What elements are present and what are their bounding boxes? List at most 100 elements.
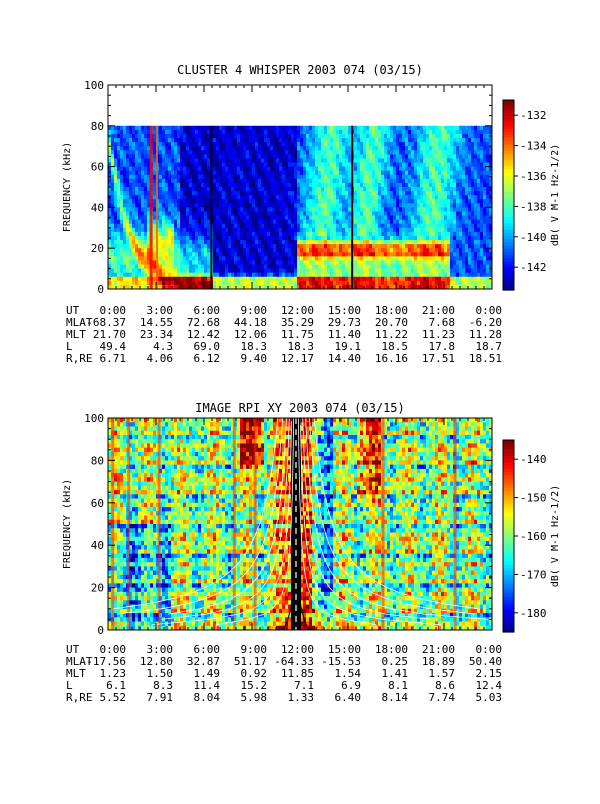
spectrogram-cell — [342, 219, 346, 225]
spectrogram-cell — [375, 138, 379, 143]
spectrogram-cell — [345, 211, 349, 217]
spectrogram-cell — [435, 195, 439, 200]
spectrogram-cell — [423, 268, 427, 274]
spectrogram-cell — [393, 231, 397, 237]
spectrogram-cell — [252, 129, 256, 135]
spectrogram-cell — [333, 260, 337, 266]
spectrogram-cell — [108, 207, 112, 212]
spectrogram-cell — [402, 219, 406, 225]
spectrogram-cell — [441, 252, 445, 257]
spectrogram-cell — [306, 170, 310, 176]
spectrogram-cell — [261, 211, 265, 217]
spectrogram-cell — [183, 166, 187, 172]
spectrogram-cell — [270, 252, 274, 257]
spectrogram-cell — [396, 260, 400, 266]
spectrogram-cell — [447, 129, 451, 135]
spectrogram-cell — [480, 129, 484, 135]
spectrogram-cell — [147, 129, 151, 135]
spectrogram-cell — [117, 215, 121, 221]
spectrogram-cell — [450, 154, 454, 159]
spectrogram-cell — [411, 146, 415, 151]
spectrogram-cell — [177, 211, 181, 217]
spectrogram-cell — [285, 211, 289, 217]
spectrogram-cell — [345, 146, 349, 151]
spectrogram-cell — [195, 146, 199, 151]
spectrogram-cell — [384, 187, 388, 192]
spectrogram-cell — [294, 166, 298, 172]
spectrogram-cell — [318, 235, 322, 241]
spectrogram-cell — [429, 129, 433, 135]
spectrogram-cell — [405, 199, 409, 204]
spectrogram-cell — [231, 199, 235, 204]
spectrogram-cell — [324, 260, 328, 266]
spectrogram-cell — [477, 264, 481, 270]
spectrogram-cell — [327, 260, 331, 266]
spectrogram-cell — [363, 166, 367, 172]
spectrogram-cell — [435, 138, 439, 143]
spectrogram-cell — [309, 191, 313, 196]
spectrogram-cell — [453, 215, 457, 221]
spectrogram-cell — [246, 256, 250, 261]
spectrogram-cell — [132, 187, 136, 192]
spectrogram-cell — [177, 227, 181, 233]
spectrogram-cell — [336, 272, 340, 278]
spectrogram-cell — [414, 276, 418, 282]
spectrogram-cell — [336, 158, 340, 164]
spectrogram-cell — [465, 231, 469, 237]
spectrogram-cell — [477, 244, 481, 249]
spectrogram-cell — [252, 174, 256, 180]
spectrogram-cell — [447, 133, 451, 139]
spectrogram-cell — [441, 215, 445, 221]
spectrogram-cell — [147, 264, 151, 270]
spectrogram-cell — [462, 138, 466, 143]
spectrogram-cell — [294, 284, 298, 290]
spectrogram-cell — [465, 215, 469, 221]
spectrogram-cell — [201, 166, 205, 172]
spectrogram-cell — [207, 248, 211, 253]
spectrogram-cell — [147, 150, 151, 155]
spectrogram-cell — [360, 174, 364, 180]
spectrogram-cell — [186, 158, 190, 164]
spectrogram-cell — [420, 191, 424, 196]
spectrogram-cell — [420, 195, 424, 200]
spectrogram-cell — [258, 207, 262, 212]
spectrogram-cell — [264, 154, 268, 159]
spectrogram-cell — [441, 170, 445, 176]
spectrogram-cell — [186, 219, 190, 225]
spectrogram-cell — [186, 272, 190, 278]
spectrogram-cell — [339, 182, 343, 188]
spectrogram-cell — [381, 199, 385, 204]
spectrogram-cell — [213, 158, 217, 164]
spectrogram-cell — [204, 182, 208, 188]
spectrogram-cell — [468, 256, 472, 261]
spectrogram-cell — [456, 150, 460, 155]
spectrogram-cell — [159, 199, 163, 204]
spectrogram-cell — [204, 240, 208, 245]
spectrogram-cell — [360, 240, 364, 245]
spectrogram-cell — [255, 195, 259, 200]
spectrogram-cell — [306, 129, 310, 135]
spectrogram-cell — [309, 125, 313, 131]
spectrogram-cell — [372, 191, 376, 196]
spectrogram-cell — [480, 235, 484, 241]
spectrogram-cell — [222, 146, 226, 151]
spectrogram-cell — [360, 215, 364, 221]
spectrogram-cell — [276, 284, 280, 290]
spectrogram-cell — [294, 260, 298, 266]
spectrogram-cell — [330, 219, 334, 225]
spectrogram-cell — [402, 248, 406, 253]
spectrogram-cell — [114, 235, 118, 241]
spectrogram-cell — [294, 142, 298, 147]
spectrogram-cell — [144, 195, 148, 200]
spectrogram-cell — [294, 244, 298, 249]
spectrogram-cell — [369, 284, 373, 290]
spectrogram-cell — [159, 240, 163, 245]
spectrogram-cell — [189, 248, 193, 253]
spectrogram-cell — [327, 223, 331, 229]
spectrogram-cell — [255, 133, 259, 139]
spectrogram-cell — [207, 138, 211, 143]
spectrogram-cell — [219, 260, 223, 266]
spectrogram-cell — [333, 158, 337, 164]
spectrogram-cell — [276, 264, 280, 270]
spectrogram-cell — [480, 166, 484, 172]
